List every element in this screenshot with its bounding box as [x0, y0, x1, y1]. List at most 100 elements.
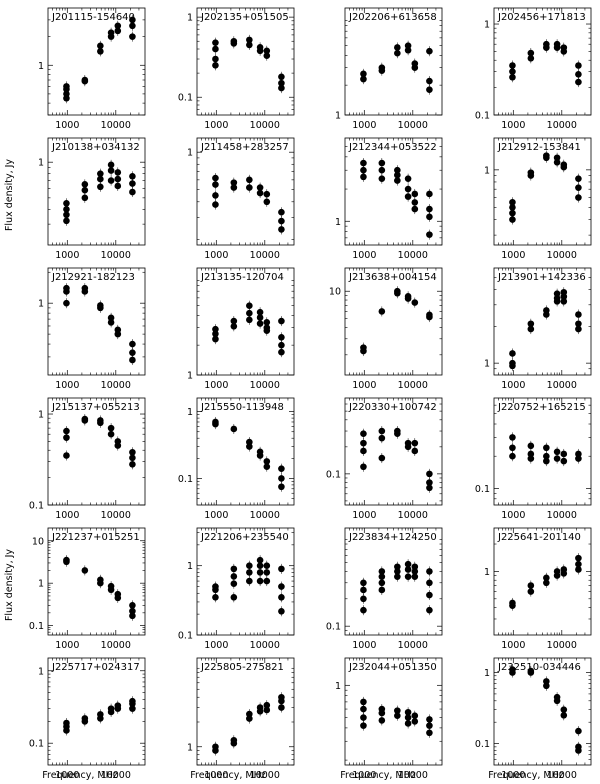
- data-point: [97, 579, 104, 587]
- data-point: [360, 606, 367, 614]
- data-point: [63, 434, 70, 441]
- panel-10: 1000 10000 1 J213135-120704: [187, 267, 295, 391]
- data-point: [553, 44, 561, 51]
- data-point: [256, 562, 264, 570]
- data-point: [263, 198, 271, 206]
- data-point: [509, 204, 516, 211]
- data-point: [394, 712, 401, 720]
- data-point: [509, 444, 516, 452]
- data-point: [63, 206, 70, 213]
- data-point: [63, 558, 70, 566]
- panels-grid: 1000 10000 1 J201115-154640 1000 10000 0.1 1 J20…: [29, 7, 592, 781]
- data-point: [426, 568, 433, 575]
- x-tick-label: 1000: [352, 120, 376, 131]
- x-tick-label: 1000: [204, 770, 228, 781]
- data-point: [278, 593, 285, 601]
- data-point: [278, 704, 285, 711]
- y-tick-label: 1: [187, 371, 193, 382]
- data-point: [246, 562, 253, 570]
- data-point: [256, 189, 264, 197]
- data-point: [114, 175, 122, 183]
- x-tick-label: 1000: [204, 380, 228, 391]
- data-point: [129, 16, 136, 24]
- data-point: [256, 569, 264, 576]
- data-point: [230, 425, 238, 433]
- data-point: [114, 22, 122, 30]
- data-point: [509, 209, 516, 217]
- data-point: [278, 217, 285, 225]
- panel-title: J225641-201140: [497, 532, 581, 543]
- data-point: [426, 606, 433, 614]
- data-point: [575, 566, 582, 573]
- x-tick-label: 1000: [55, 250, 79, 261]
- x-tick-label: 10000: [547, 640, 577, 651]
- data-point: [212, 39, 219, 46]
- x-tick-label: 1000: [204, 640, 228, 651]
- data-point: [114, 594, 122, 602]
- data-point: [256, 308, 264, 316]
- plot-frame: [344, 267, 443, 376]
- data-point: [212, 55, 219, 63]
- data-point: [411, 447, 419, 455]
- data-point: [411, 199, 419, 206]
- data-point: [394, 289, 401, 297]
- plot-frame: [196, 7, 295, 116]
- data-point: [411, 573, 419, 580]
- data-point: [81, 288, 89, 295]
- data-point: [394, 177, 401, 184]
- data-point: [360, 714, 367, 721]
- data-point: [97, 170, 104, 177]
- data-point: [212, 45, 219, 53]
- data-point: [256, 452, 264, 459]
- data-point: [63, 83, 70, 90]
- data-point: [404, 573, 412, 580]
- y-tick-label: 0.1: [29, 739, 44, 750]
- panel-title: J232044+051350: [348, 662, 437, 673]
- data-point: [509, 350, 516, 357]
- data-point: [212, 192, 219, 199]
- data-point: [378, 573, 386, 580]
- panel-13: 1000 10000 0.1 1 J215137+055213: [29, 397, 146, 521]
- data-point: [575, 71, 582, 78]
- data-point: [426, 729, 433, 737]
- x-tick-label: 10000: [547, 380, 577, 391]
- x-tick-label: 10000: [250, 120, 280, 131]
- data-point: [114, 702, 122, 709]
- x-tick-label: 10000: [101, 770, 131, 781]
- data-point: [527, 442, 535, 450]
- y-tick-label: 0.1: [178, 631, 193, 642]
- data-point: [129, 356, 136, 364]
- data-point: [212, 593, 219, 601]
- data-point: [246, 569, 253, 576]
- data-point: [129, 340, 136, 348]
- data-point: [378, 434, 386, 442]
- data-point: [129, 180, 136, 187]
- data-point: [212, 420, 219, 428]
- x-tick-label: 10000: [250, 380, 280, 391]
- data-point: [378, 709, 386, 717]
- x-tick-label: 1000: [352, 640, 376, 651]
- plot-frame: [47, 657, 146, 766]
- plot-frame: [493, 527, 592, 636]
- y-tick-label: 0.1: [326, 469, 341, 480]
- data-point: [378, 579, 386, 587]
- panel-title: J225717+024317: [51, 662, 140, 673]
- data-point: [63, 299, 70, 307]
- panel-4: 1000 10000 0.1 1 J202456+171813: [475, 7, 592, 131]
- data-point: [114, 169, 122, 176]
- data-point: [378, 586, 386, 594]
- data-point: [360, 586, 367, 594]
- x-tick-label: 1000: [352, 510, 376, 521]
- data-point: [543, 682, 550, 690]
- y-axis-label-lower: Flux density, Jy: [4, 549, 15, 621]
- panel-2: 1000 10000 0.1 1 J202135+051505: [178, 7, 295, 131]
- data-point: [404, 714, 412, 721]
- panel-title: J220752+165215: [497, 402, 586, 413]
- data-point: [411, 712, 419, 720]
- data-point: [394, 707, 401, 714]
- x-tick-label: 1000: [55, 640, 79, 651]
- x-tick-label: 10000: [250, 510, 280, 521]
- panel-17: 1000 10000 0.1 1 10 J221237+015251: [29, 527, 146, 651]
- x-tick-label: 10000: [547, 510, 577, 521]
